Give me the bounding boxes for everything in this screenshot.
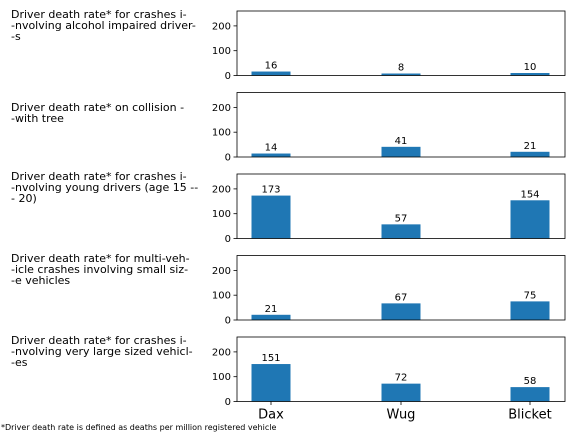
data-label: 173 xyxy=(261,185,280,196)
data-label: 41 xyxy=(395,136,408,147)
bar-wug xyxy=(381,73,421,76)
data-label: 75 xyxy=(524,290,537,301)
data-label: 21 xyxy=(265,304,278,315)
data-label: 14 xyxy=(265,143,278,154)
panel-1-label: Driver death rate* for crashes i- -nvolv… xyxy=(11,8,196,43)
y-tick-label: 100 xyxy=(212,46,231,57)
bar-wug xyxy=(381,383,421,402)
bar-blicket xyxy=(510,301,550,320)
y-tick-label: 200 xyxy=(212,103,231,114)
data-label: 72 xyxy=(395,373,408,384)
axes-frame xyxy=(236,173,566,239)
chart-footnote: *Driver death rate is defined as deaths … xyxy=(1,423,277,432)
bar-blicket xyxy=(510,73,550,76)
data-label: 67 xyxy=(395,292,408,303)
panel-3: 173 57 154 0 100 200 xyxy=(212,173,566,245)
y-tick-label: 100 xyxy=(212,372,231,383)
y-tick-label: 100 xyxy=(212,209,231,220)
panel-4-label: Driver death rate* for multi-veh- -icle … xyxy=(11,252,190,287)
data-label: 57 xyxy=(395,213,408,224)
y-tick-label: 0 xyxy=(225,71,231,82)
bar-dax xyxy=(251,153,291,157)
y-tick-label: 0 xyxy=(225,316,231,327)
bar-dax xyxy=(251,71,291,76)
x-tick-label: Blicket xyxy=(508,408,551,423)
bar-dax xyxy=(251,364,291,402)
y-tick-label: 200 xyxy=(212,184,231,195)
bar-wug xyxy=(381,303,421,320)
data-label: 21 xyxy=(524,141,537,152)
axes-frame xyxy=(236,255,566,321)
y-tick-label: 0 xyxy=(225,397,231,408)
bar-blicket xyxy=(510,200,550,239)
data-label: 16 xyxy=(265,61,278,72)
data-label: 151 xyxy=(261,353,280,364)
panel-5: 151 72 58 0 100 200 Dax Wug Blicket xyxy=(212,336,566,423)
bar-dax xyxy=(251,195,291,239)
y-tick-label: 200 xyxy=(212,21,231,32)
y-tick-label: 0 xyxy=(225,234,231,245)
y-tick-label: 100 xyxy=(212,291,231,302)
x-tick-label: Wug xyxy=(387,408,416,423)
bar-blicket xyxy=(510,387,550,402)
axes-frame xyxy=(236,10,566,76)
data-label: 154 xyxy=(520,189,539,200)
axes-frame xyxy=(236,92,566,158)
y-tick-label: 200 xyxy=(212,266,231,277)
x-tick-label: Dax xyxy=(258,408,284,423)
y-tick-label: 200 xyxy=(212,347,231,358)
bar-wug xyxy=(381,224,421,239)
data-label: 58 xyxy=(524,376,537,387)
y-tick-label: 0 xyxy=(225,153,231,164)
panel-4: 21 67 75 0 100 200 xyxy=(212,255,566,327)
bar-wug xyxy=(381,146,421,157)
y-tick-label: 100 xyxy=(212,128,231,139)
panel-3-label: Driver death rate* for crashes i- -nvolv… xyxy=(11,170,199,205)
data-label: 8 xyxy=(398,63,404,74)
bar-dax xyxy=(251,314,291,320)
bar-blicket xyxy=(510,151,550,157)
panel-2-label: Driver death rate* on collision - -with … xyxy=(11,101,185,125)
panel-5-label: Driver death rate* for crashes i- -nvolv… xyxy=(11,334,193,369)
panel-2: 14 41 21 0 100 200 xyxy=(212,92,566,164)
data-label: 10 xyxy=(524,62,537,73)
